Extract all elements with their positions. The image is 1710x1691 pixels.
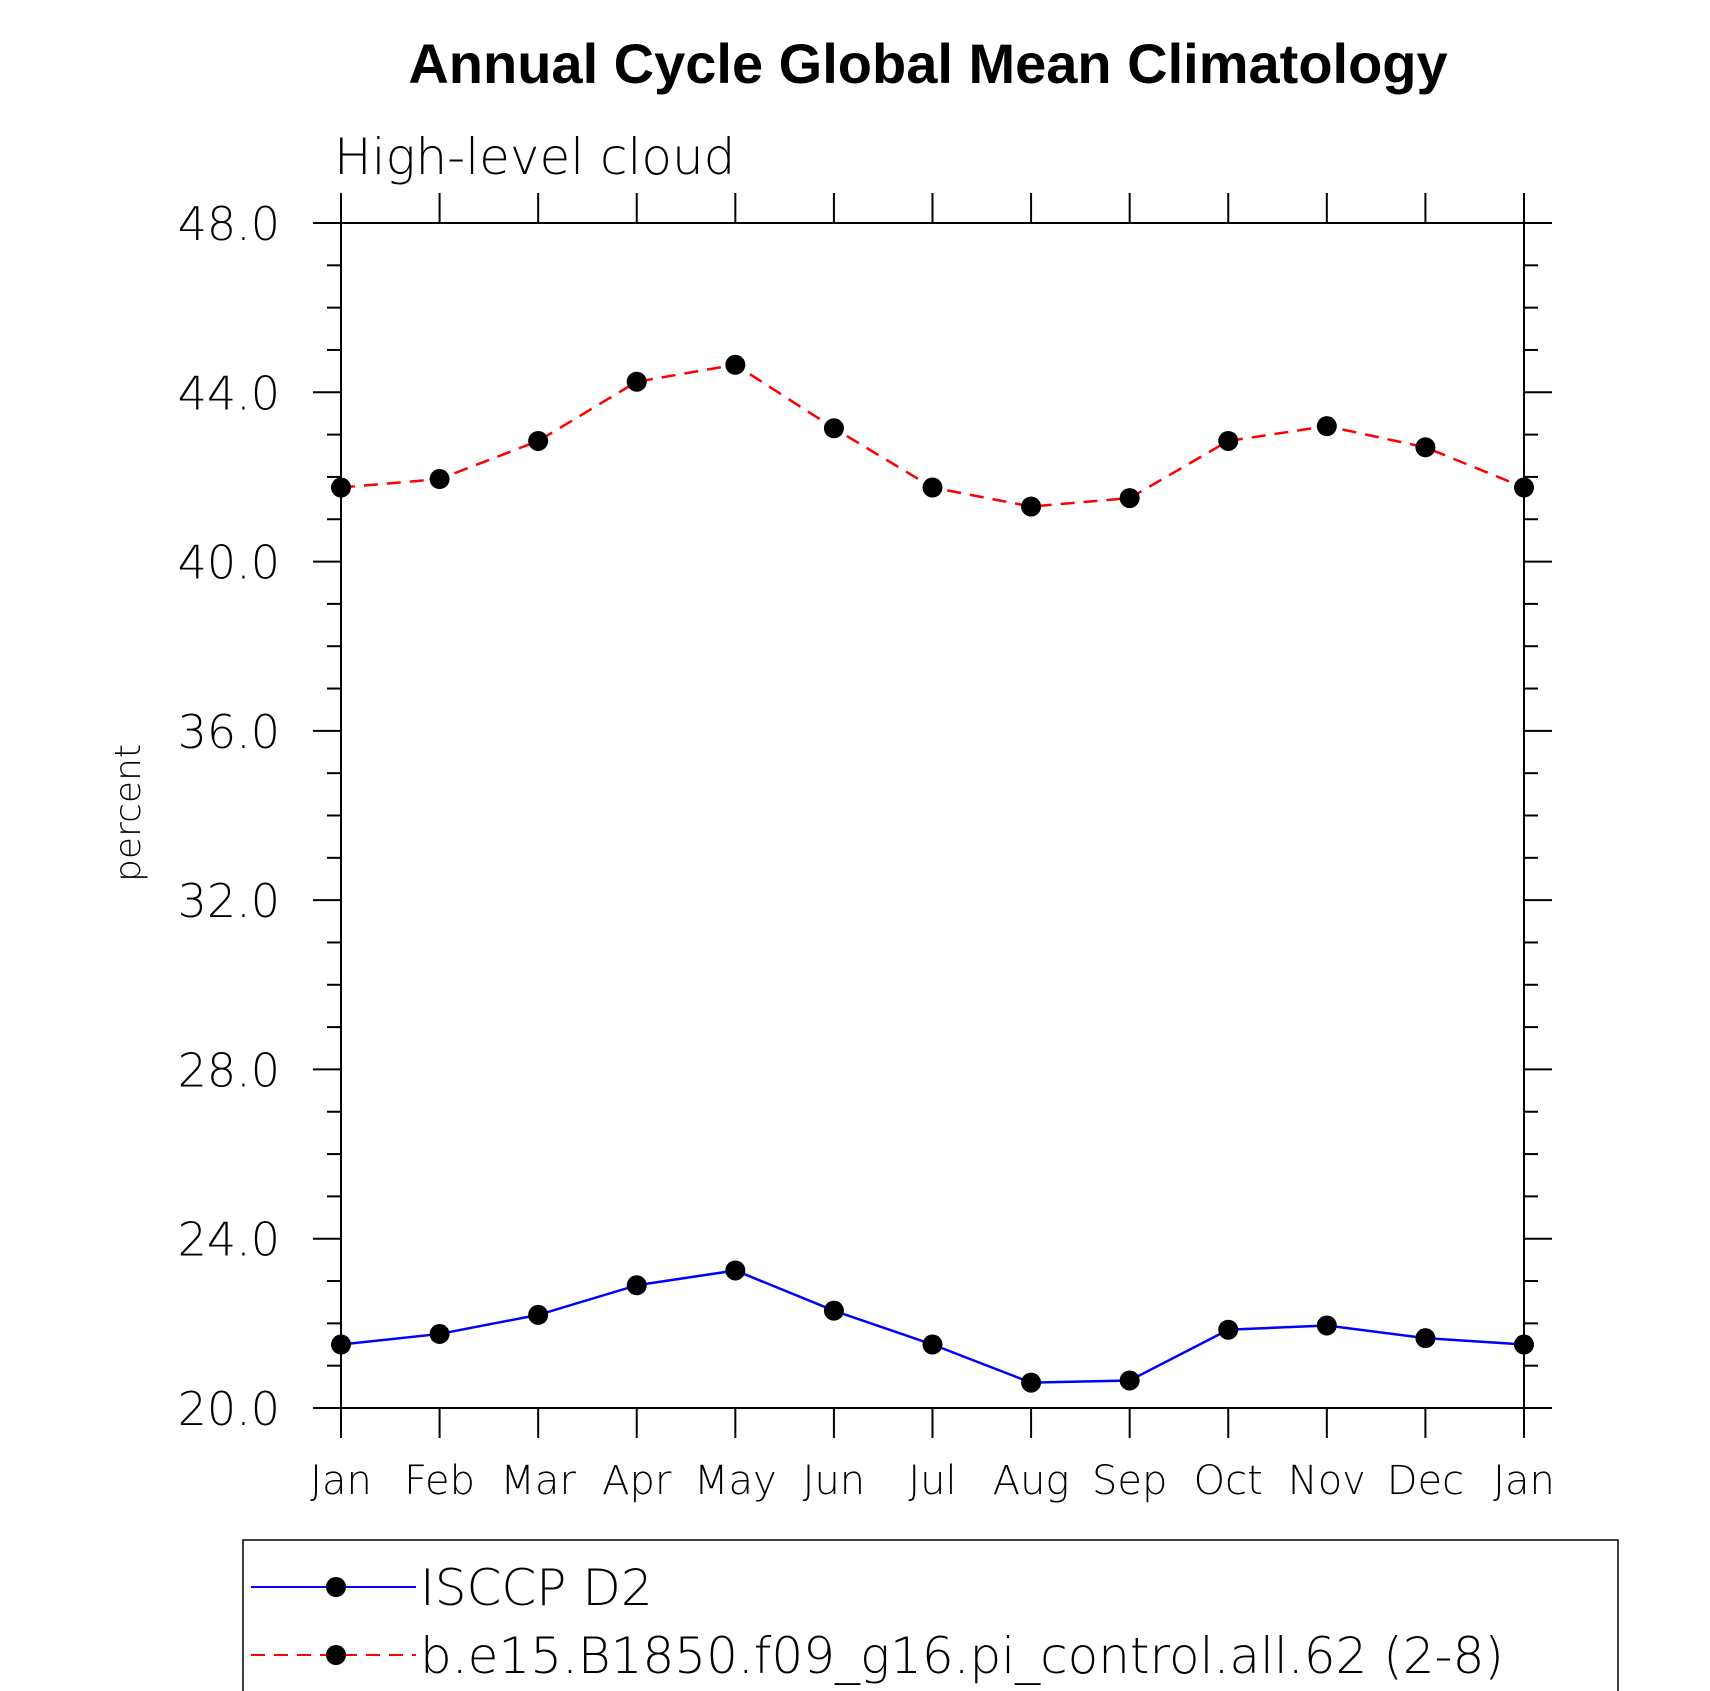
data-point bbox=[1119, 488, 1140, 509]
plot-frame bbox=[340, 222, 1525, 1409]
chart-title: Annual Cycle Global Mean Climatology bbox=[408, 32, 1447, 95]
legend: ISCCP D2 b.e15.B1850.f09_g16.pi_control.… bbox=[242, 1539, 1619, 1691]
x-tick-label: Dec bbox=[1387, 1458, 1464, 1504]
y-tick-label: 28.0 bbox=[178, 1043, 280, 1097]
data-point bbox=[1415, 1328, 1436, 1349]
data-point bbox=[922, 1334, 943, 1355]
x-tick-label: Feb bbox=[404, 1458, 475, 1504]
data-point bbox=[331, 477, 351, 498]
y-tick-label: 20.0 bbox=[178, 1382, 280, 1436]
data-point bbox=[1316, 1315, 1337, 1336]
series-line-0 bbox=[340, 1269, 1525, 1384]
data-point bbox=[626, 1275, 647, 1296]
y-tick-label: 24.0 bbox=[178, 1213, 280, 1267]
data-point bbox=[725, 1260, 746, 1281]
legend-marker-model bbox=[326, 1645, 346, 1665]
legend-box bbox=[242, 1539, 1619, 1691]
data-point bbox=[429, 469, 450, 490]
y-axis-label: percent bbox=[108, 744, 149, 882]
legend-marker-isccp bbox=[326, 1577, 346, 1597]
x-tick-label: Jul bbox=[908, 1458, 956, 1504]
x-tick-label: May bbox=[694, 1458, 777, 1504]
data-point bbox=[1021, 496, 1042, 517]
legend-label-model: b.e15.B1850.f09_g16.pi_control.all.62 (2… bbox=[420, 1627, 1504, 1685]
y-tick-label: 36.0 bbox=[178, 705, 280, 759]
y-tick-label: 40.0 bbox=[178, 536, 280, 590]
data-point bbox=[1316, 416, 1337, 437]
data-point bbox=[528, 430, 549, 451]
x-tick-label: Oct bbox=[1194, 1458, 1263, 1504]
y-tick-label: 32.0 bbox=[178, 874, 280, 928]
x-tick-label: Jan bbox=[1493, 1458, 1555, 1504]
data-point bbox=[1514, 477, 1534, 498]
data-point bbox=[1218, 430, 1239, 451]
x-tick-label: Jan bbox=[310, 1458, 372, 1504]
data-point bbox=[1514, 1334, 1534, 1355]
data-point bbox=[1021, 1372, 1042, 1393]
data-point bbox=[626, 371, 647, 392]
data-point bbox=[1119, 1370, 1140, 1391]
x-tick-label: Sep bbox=[1092, 1458, 1167, 1504]
data-point bbox=[429, 1323, 450, 1344]
x-axis-ticks: Jan Feb Mar Apr May Jun Jul Aug Sep Oct Nov Dec Jan bbox=[310, 193, 1555, 1504]
chart-subtitle: High-level cloud bbox=[334, 128, 735, 186]
data-point bbox=[528, 1304, 549, 1325]
data-point bbox=[823, 418, 844, 439]
x-tick-label: Aug bbox=[993, 1458, 1070, 1504]
y-axis-ticks: 20.0 24.0 28.0 32.0 36.0 40.0 44.0 48.0 bbox=[178, 197, 1552, 1436]
plot-border bbox=[340, 222, 1525, 1409]
data-point bbox=[823, 1300, 844, 1321]
data-point bbox=[331, 1334, 351, 1355]
data-point bbox=[1415, 437, 1436, 458]
y-tick-label: 44.0 bbox=[178, 366, 280, 420]
x-tick-label: Jun bbox=[803, 1458, 866, 1504]
data-point bbox=[1218, 1319, 1239, 1340]
x-tick-label: Mar bbox=[500, 1458, 576, 1504]
y-tick-label: 48.0 bbox=[178, 197, 280, 251]
data-point bbox=[922, 477, 943, 498]
x-tick-label: Apr bbox=[602, 1458, 672, 1504]
x-tick-label: Nov bbox=[1288, 1458, 1366, 1504]
series-layer bbox=[331, 354, 1534, 1393]
legend-label-isccp: ISCCP D2 bbox=[420, 1559, 653, 1617]
data-point bbox=[725, 354, 746, 375]
